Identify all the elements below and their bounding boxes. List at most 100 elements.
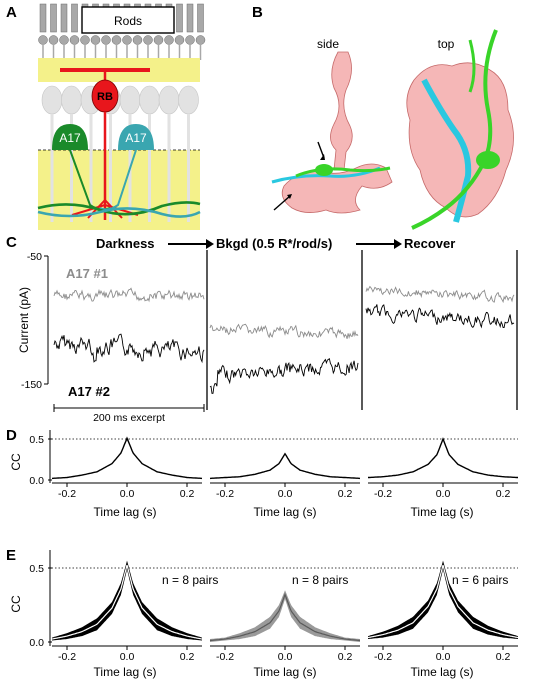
bipolar-soma <box>41 85 63 115</box>
a17-right-soma <box>118 124 154 150</box>
cc-e-2-xtick-label: 0.0 <box>436 651 451 663</box>
xlabel-e-1: Time lag (s) <box>94 665 157 679</box>
ytick-label-bottom: -150 <box>21 379 42 391</box>
a17-cyan-neurite <box>37 207 201 218</box>
arrow-lower <box>273 195 291 211</box>
scalebar-label: 200 ms excerpt <box>93 412 165 424</box>
trace1-recover <box>365 285 515 304</box>
bipolar-soma <box>178 85 199 115</box>
rod-spherule <box>153 35 164 45</box>
cc-e-1-xtick-label: 0.0 <box>278 651 293 663</box>
rod-outer-segment <box>176 3 183 33</box>
cc-line-d-0 <box>51 436 203 480</box>
cc-e-0-xtick-label: 0.0 <box>120 651 135 663</box>
rod-outer-segment <box>71 3 78 33</box>
panel-c-letter: C <box>6 234 17 251</box>
cell-bodies-row <box>41 85 199 115</box>
rod-spherule <box>195 35 206 45</box>
xlabel-d-2: Time lag (s) <box>254 505 317 519</box>
current-traces <box>53 285 515 394</box>
panel-b-letter: B <box>252 4 263 21</box>
ytick-label-high-e: 0.5 <box>29 563 44 575</box>
rod-spherule <box>122 35 132 45</box>
rods-label-box <box>81 6 175 34</box>
cc-d-0-xtick-label: -0.2 <box>58 488 76 500</box>
cc-ylabel-d: CC <box>9 453 23 471</box>
rb-dendrite-side <box>330 51 353 171</box>
rod-spherule <box>111 35 122 45</box>
a17-green-side <box>295 166 391 178</box>
rod-spherule <box>101 35 111 45</box>
a17-cyan-side <box>271 166 381 184</box>
panel-b: B side top <box>252 4 514 230</box>
arrow-2-head <box>394 239 402 249</box>
cc-d-1-xtick-label: 0.2 <box>338 488 353 500</box>
panel-e: E CC 0.5 0.0 -0.2 0.0 0.2 -0.2 0.0 0.2 -0.2 0.0… <box>6 547 519 679</box>
cc-d-0-xtick-label: 0.2 <box>180 488 195 500</box>
rod-outer-segment <box>50 3 57 33</box>
xlabel-e-3: Time lag (s) <box>411 665 474 679</box>
cc-line-d-2 <box>368 437 518 479</box>
a17-varicosity-top <box>476 151 500 169</box>
a17-right-label: A17 <box>125 131 147 145</box>
sem-band-e-1 <box>210 590 360 642</box>
panel-d: D CC 0.5 0.0 -0.2 0.0 0.2 -0.2 0.0 0.2 -0.2 0.0… <box>6 427 518 519</box>
rod-spherule <box>174 35 185 45</box>
cc-e-1-xtick-label: 0.2 <box>338 651 353 663</box>
cc-e-1-xtick-label: -0.2 <box>216 651 234 663</box>
cc-d-2-xtick-label: -0.2 <box>374 488 392 500</box>
rod-spherule <box>90 35 101 45</box>
rod-spherule <box>143 35 153 45</box>
panel-e-letter: E <box>6 547 16 564</box>
condition-darkness: Darkness <box>96 236 155 251</box>
bipolar-soma <box>119 85 141 115</box>
rod-outer-segment <box>186 3 194 33</box>
a17-varicosity-side <box>315 164 333 176</box>
rod-spherule <box>38 35 48 45</box>
bipolar-soma <box>158 85 180 115</box>
rod-spherule <box>80 35 90 45</box>
rod-spherule <box>69 35 80 45</box>
arrow-upper <box>317 141 325 159</box>
cc-d-1-xtick-label: -0.2 <box>216 488 234 500</box>
ytick-label-low-d: 0.0 <box>29 475 44 487</box>
cc-plots-d: -0.2 0.0 0.2 -0.2 0.0 0.2 -0.2 0.0 0.2 <box>48 430 518 500</box>
panel-a: A Rods RB A17 A17 <box>6 3 206 230</box>
a17-green-top-branch <box>468 39 476 93</box>
rod-outer-segment <box>197 3 204 33</box>
cc-ylabel-e: CC <box>9 595 23 613</box>
mean-line-e-2 <box>367 564 519 639</box>
panel-a-letter: A <box>6 4 17 21</box>
cc-e-2-xtick-label: 0.2 <box>496 651 511 663</box>
cc-d-0-xtick-label: 0.0 <box>120 488 135 500</box>
condition-recover: Recover <box>404 236 455 251</box>
cc-e-0-xtick-label: -0.2 <box>58 651 76 663</box>
mean-line-e-0 <box>51 564 203 640</box>
rod-spherule <box>59 35 69 45</box>
view-top-label: top <box>438 37 455 51</box>
rod-spherule <box>164 35 174 45</box>
rods-label: Rods <box>114 14 142 28</box>
ytick-label-high-d: 0.5 <box>29 434 44 446</box>
arrowhead-upper <box>320 154 325 160</box>
cc-e-0-xtick-label: 0.2 <box>180 651 195 663</box>
xlabel-d-1: Time lag (s) <box>94 505 157 519</box>
trace1-label: A17 #1 <box>66 266 108 281</box>
n-label-e-1: n = 8 pairs <box>162 573 218 587</box>
cc-d-2-xtick-label: 0.0 <box>436 488 451 500</box>
rod-spherule <box>48 35 59 45</box>
cc-plots-e: -0.2 0.0 0.2 -0.2 0.0 0.2 -0.2 0.0 0.2 <box>48 550 519 663</box>
ytick-label-low-e: 0.0 <box>29 637 44 649</box>
cc-line-d-1 <box>209 452 361 480</box>
ytick-label-top: -50 <box>27 251 42 263</box>
trace2-label: A17 #2 <box>68 384 110 399</box>
rod-spherule <box>132 35 143 45</box>
rb-label: RB <box>97 91 113 103</box>
rod-outer-segment <box>39 3 47 33</box>
bipolar-soma <box>139 85 160 115</box>
condition-bkgd: Bkgd (0.5 R*/rod/s) <box>216 236 332 251</box>
current-ylabel: Current (pA) <box>17 287 31 353</box>
a17-green-neurite <box>37 201 201 216</box>
top-view-reconstruction <box>406 29 514 230</box>
rod-spherule <box>185 35 195 45</box>
